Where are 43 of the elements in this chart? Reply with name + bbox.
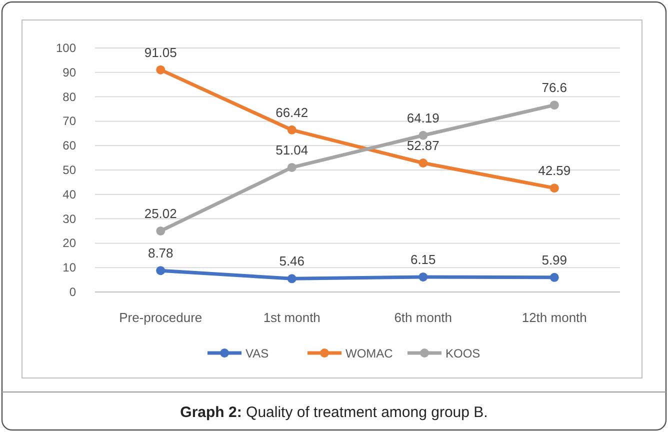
data-label: 5.46: [279, 254, 305, 269]
point: [550, 184, 559, 193]
data-label: 66.42: [276, 104, 308, 120]
data-label: 91.05: [144, 44, 177, 60]
point: [287, 274, 296, 284]
data-label: 5.99: [542, 252, 568, 268]
point: [287, 125, 296, 134]
x-tick-label: Pre-procedure: [119, 310, 202, 325]
legend-label: KOOS: [446, 346, 480, 360]
y-tick-label: 20: [62, 236, 76, 250]
y-tick-label: 80: [62, 90, 76, 104]
y-tick-label: 10: [62, 260, 76, 275]
data-label: 51.04: [276, 142, 308, 158]
point: [550, 100, 559, 110]
x-tick-label: 1st month: [263, 310, 320, 325]
y-tick-label: 100: [56, 41, 76, 55]
text: Graph 2: Quality of treatment among group B.: [180, 404, 488, 421]
point: [156, 226, 166, 236]
x-tick-label: 12th month: [522, 310, 587, 325]
point: [156, 266, 166, 276]
point: [418, 272, 428, 282]
point: [287, 162, 296, 172]
y-tick-label: 60: [62, 138, 76, 153]
data-label: 52.87: [406, 138, 440, 153]
point: [418, 158, 428, 168]
y-tick-label: 50: [62, 163, 76, 177]
data-label: 64.19: [406, 110, 440, 126]
y-tick-label: 70: [62, 114, 76, 128]
y-tick-label: 30: [62, 212, 76, 226]
legend-label: VAS: [246, 346, 269, 360]
data-label: 25.02: [144, 206, 177, 221]
point: [550, 272, 559, 282]
data-label: 42.59: [538, 163, 571, 178]
data-label: 76.6: [542, 80, 568, 96]
data-label: 8.78: [148, 246, 174, 261]
point: [156, 65, 166, 74]
y-tick-label: 90: [62, 65, 76, 80]
legend-label: WOMAC: [346, 346, 394, 360]
y-tick-label: 40: [62, 187, 76, 202]
x-tick-label: 6th month: [394, 310, 452, 325]
point: [418, 130, 428, 140]
data-label: 6.15: [410, 252, 436, 267]
y-tick-label: 0: [69, 285, 76, 299]
